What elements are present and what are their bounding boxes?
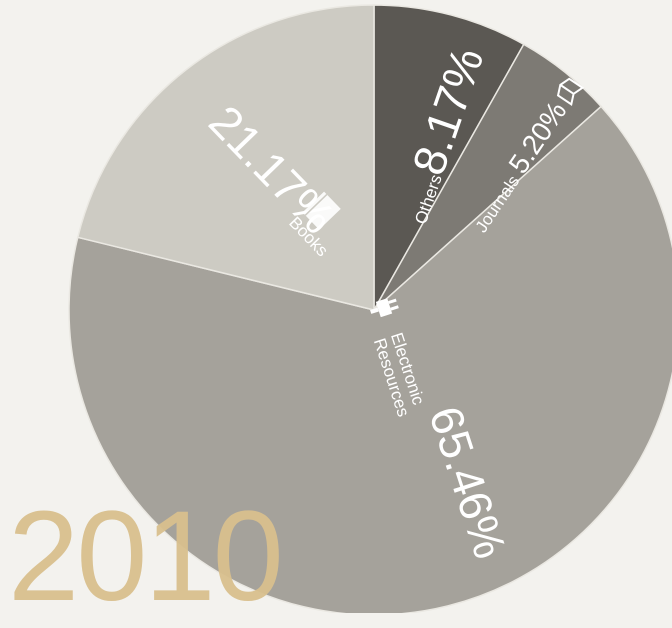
pie-slice-others — [373, 4, 525, 313]
pie-slice-books — [76, 4, 375, 311]
year-label: 2010 — [8, 485, 284, 628]
pie-chart-figure: Others 8.17% Journals 5.20% 21.17% Books… — [8, 4, 672, 621]
book-icon — [302, 191, 341, 230]
pie-chart: Others 8.17% Journals 5.20% 21.17% Books… — [68, 4, 672, 613]
pie-slices — [68, 4, 672, 613]
journal-icon — [556, 77, 585, 107]
plug-icon — [370, 298, 399, 318]
pie-slice-electronic-resources — [68, 105, 672, 613]
